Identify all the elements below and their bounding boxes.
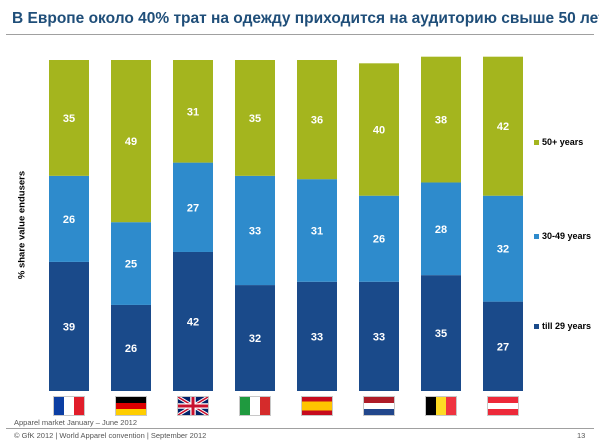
bar-segment [421,275,461,391]
data-label: 35 [435,328,447,340]
legend-item: till 29 years [534,321,591,331]
title-divider [6,34,594,35]
bar-segment [49,175,89,262]
data-label: 42 [187,316,199,328]
bar-segment [235,285,275,391]
bar-segment [173,251,213,391]
bar-segment [235,60,275,176]
at-flag-icon [487,396,519,416]
legend-label: 50+ years [542,137,584,147]
footer-copyright: © GfK 2012 | World Apparel convention | … [14,431,207,440]
data-label: 26 [63,214,75,226]
fr-flag-icon [53,396,85,416]
bar-segment [359,281,399,391]
page-number: 13 [577,431,586,440]
bar-segment [173,162,213,252]
source-note: Apparel market January – June 2012 [14,418,137,427]
data-label: 32 [497,244,509,256]
bar-segment [421,182,461,276]
data-label: 33 [311,331,323,343]
data-label: 32 [249,333,261,345]
data-label: 40 [373,125,385,137]
bar-segment [297,179,337,282]
page-title: В Европе около 40% трат на одежду приход… [12,10,599,27]
bar-segment [111,222,151,305]
data-label: 26 [125,343,137,355]
bar-segment [49,60,89,176]
bar-segment [49,261,89,391]
data-label: 27 [497,341,509,353]
gb-flag-icon [177,396,209,416]
bar-segment [111,304,151,391]
bar-segment [483,56,523,196]
bar-segment [483,301,523,391]
data-label: 26 [373,234,385,246]
data-label: 49 [125,136,137,148]
legend-swatch [534,140,539,146]
bar-segment [235,175,275,286]
data-label: 25 [125,259,137,271]
legend-swatch [534,324,539,330]
data-label: 42 [497,121,509,133]
data-label: 27 [187,202,199,214]
data-label: 36 [311,115,323,127]
bar-segment [173,60,213,163]
data-label: 33 [249,225,261,237]
bar-segment [483,195,523,302]
bar-segment [359,63,399,196]
bar-segment [111,60,151,223]
data-label: 39 [63,321,75,333]
legend-swatch [534,234,539,240]
be-flag-icon [425,396,457,416]
bar-segment [421,56,461,183]
data-label: 38 [435,115,447,127]
y-axis-label: % share value endusers [16,170,28,280]
de-flag-icon [115,396,147,416]
legend-item: 50+ years [534,137,583,147]
data-label: 31 [187,106,199,118]
data-label: 35 [249,113,261,125]
bar-segment [297,60,337,180]
bar-segment [297,281,337,391]
data-label: 35 [63,113,75,125]
legend-label: 30-49 years [542,231,592,241]
bar-segment [359,195,399,282]
data-label: 31 [311,225,323,237]
es-flag-icon [301,396,333,416]
legend-label: till 29 years [542,321,592,331]
nl-flag-icon [363,396,395,416]
it-flag-icon [239,396,271,416]
data-label: 33 [373,331,385,343]
legend-item: 30-49 years [534,231,591,241]
footer-divider [6,428,594,429]
data-label: 28 [435,224,447,236]
